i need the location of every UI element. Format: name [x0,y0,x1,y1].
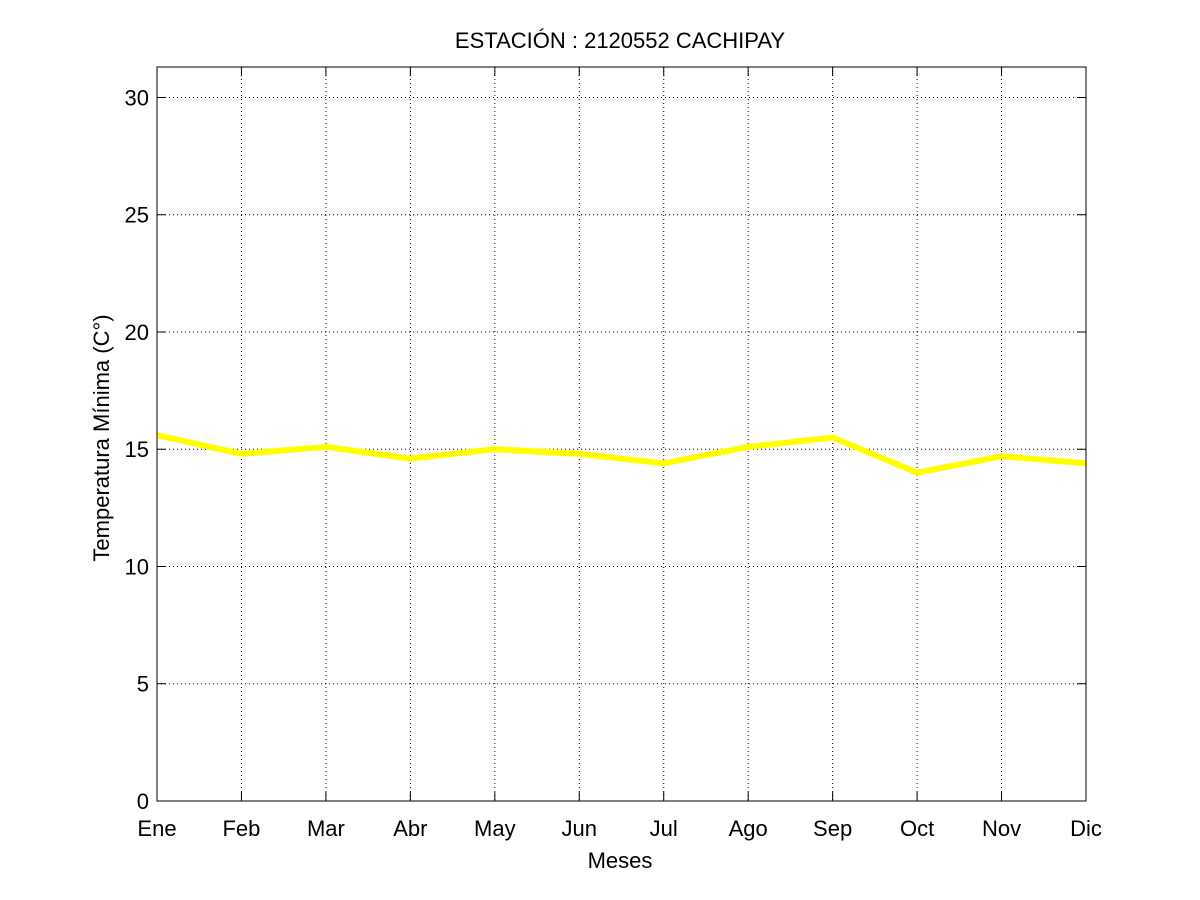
x-tick-label: Nov [982,816,1021,841]
grid-lines [157,67,1086,801]
y-tick-label: 25 [125,203,149,228]
x-tick-labels: Ene Feb Mar Abr May Jun Jul Ago Sep Oct Nov Dic [137,816,1101,841]
x-tick-label: Jul [650,816,678,841]
y-tick-label: 15 [125,437,149,462]
y-tick-label: 10 [125,554,149,579]
y-tick-label: 30 [125,85,149,110]
x-tick-label: Mar [307,816,345,841]
tick-marks [156,67,1087,802]
x-tick-label: Ago [729,816,768,841]
x-tick-label: Abr [393,816,427,841]
x-tick-label: Dic [1070,816,1102,841]
x-tick-label: Jun [562,816,597,841]
y-tick-labels: 0 5 10 15 20 25 30 [125,85,149,814]
x-tick-label: May [474,816,516,841]
x-axis-label: Meses [588,848,653,873]
x-tick-label: Ene [137,816,176,841]
y-tick-label: 20 [125,320,149,345]
x-tick-label: Oct [900,816,934,841]
x-tick-label: Feb [222,816,260,841]
y-tick-label: 0 [137,789,149,814]
y-tick-label: 5 [137,672,149,697]
series-line [156,432,1087,476]
x-tick-label: Sep [813,816,852,841]
y-axis-label: Temperatura Mínima (C°) [89,314,114,561]
plot-frame [156,66,1087,802]
chart-title: ESTACIÓN : 2120552 CACHIPAY [455,28,785,53]
series-layer [156,432,1087,476]
plot-background [157,67,1086,801]
